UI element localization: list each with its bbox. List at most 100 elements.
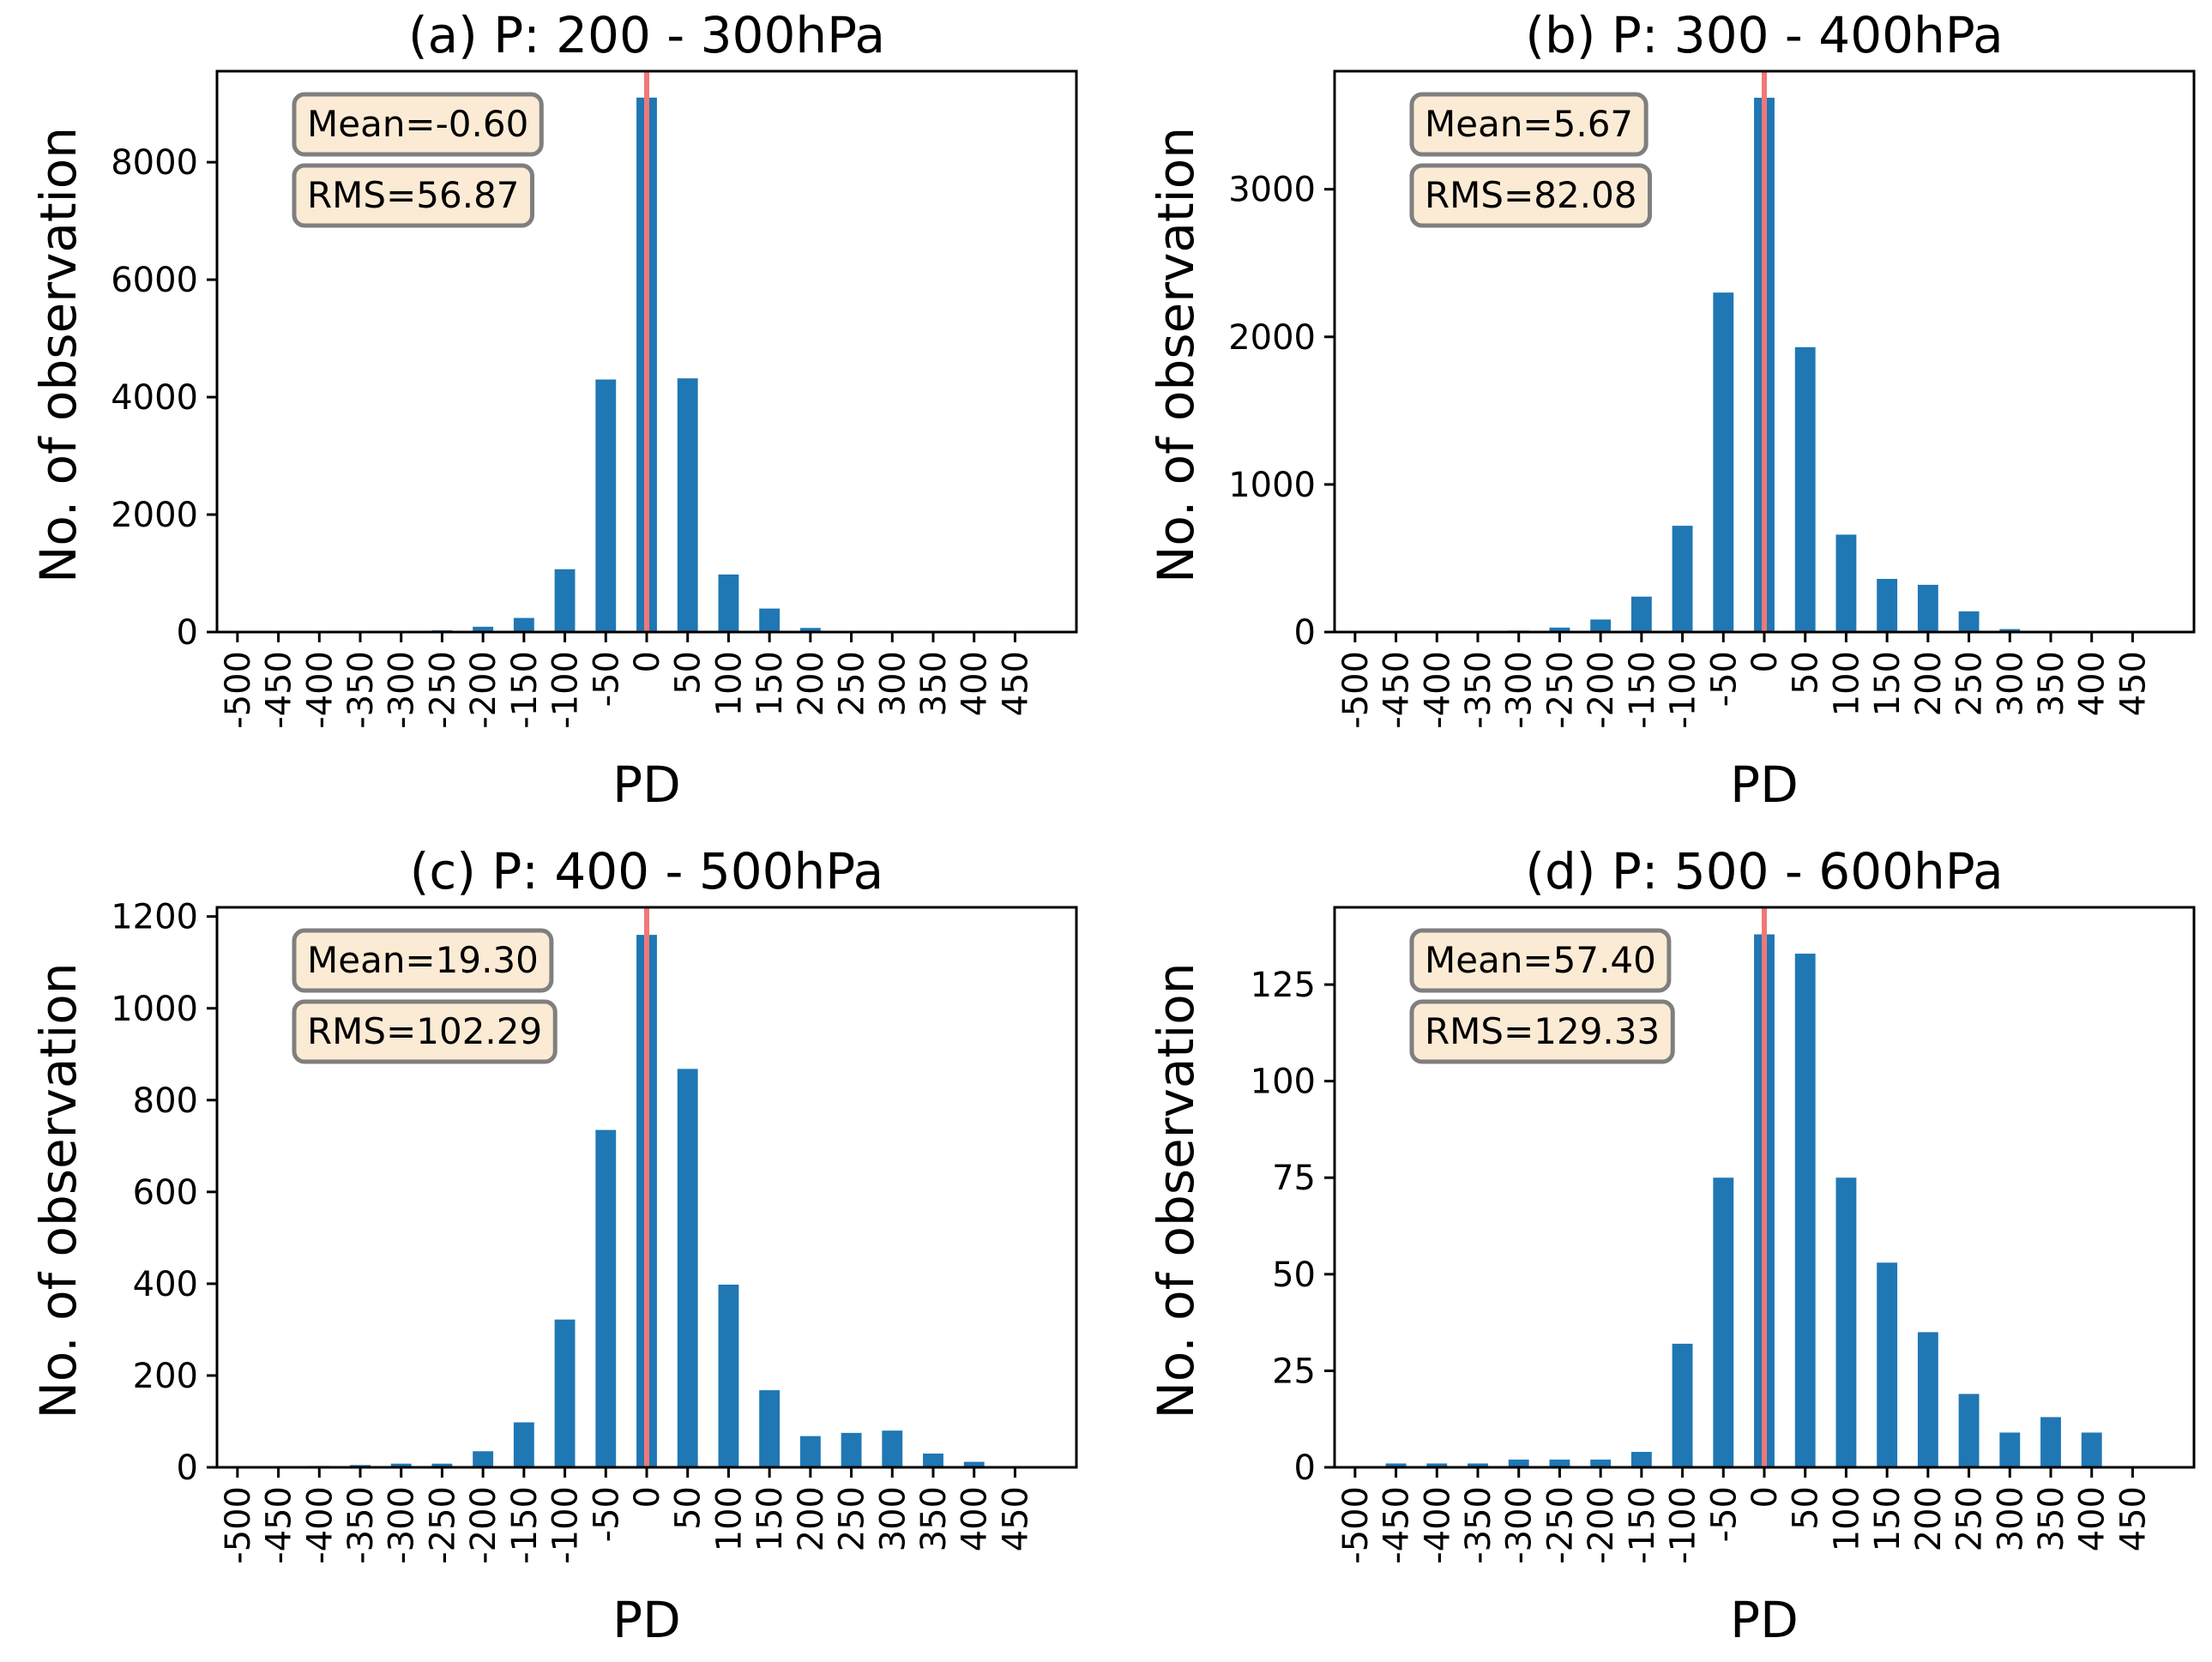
x-axis-label-a: PD	[612, 756, 681, 814]
x-tick-label-c-12: 100	[709, 1486, 749, 1551]
bar-d-13	[1877, 1262, 1898, 1467]
x-tick-label-b-0: -500	[1336, 651, 1376, 729]
bar-b-7	[1630, 596, 1652, 632]
rms-box-c	[292, 999, 558, 1064]
y-tick-label-c-2: 400	[133, 1265, 198, 1304]
y-tick-label-d-4: 100	[1251, 1063, 1316, 1102]
y-axis-label-a: No. of observation	[29, 127, 87, 583]
bar-b-16	[1999, 629, 2021, 632]
x-tick-label-a-0: -500	[219, 651, 258, 729]
bar-d-9	[1713, 1177, 1734, 1467]
x-tick-label-c-2: -400	[300, 1486, 340, 1564]
x-tick-label-c-9: -50	[587, 1486, 626, 1542]
x-tick-label-b-1: -450	[1377, 651, 1417, 729]
x-tick-label-b-12: 100	[1827, 651, 1866, 716]
y-axis-label-b: No. of observation	[1147, 127, 1205, 583]
x-tick-label-d-10: 0	[1745, 1486, 1785, 1508]
y-tick-label-d-2: 50	[1272, 1256, 1316, 1295]
mean-value-b: Mean=5.67	[1425, 103, 1633, 145]
bar-a-13	[759, 608, 781, 632]
bar-a-11	[677, 378, 698, 632]
bar-c-16	[882, 1430, 903, 1467]
x-tick-label-b-3: -350	[1459, 651, 1498, 729]
bar-a-12	[718, 574, 739, 632]
y-tick-label-b-2: 2000	[1228, 318, 1316, 358]
y-tick-label-a-4: 8000	[111, 143, 198, 183]
y-tick-label-d-1: 25	[1272, 1352, 1316, 1391]
x-tick-label-a-14: 200	[792, 651, 831, 716]
x-tick-label-d-17: 350	[2032, 1486, 2071, 1551]
x-tick-label-b-13: 150	[1868, 651, 1908, 716]
x-tick-label-d-19: 450	[2113, 1486, 2153, 1551]
chart-title-b: (b) P: 300 - 400hPa	[1525, 6, 2003, 64]
x-tick-label-d-4: -300	[1500, 1486, 1540, 1564]
x-tick-label-b-18: 400	[2073, 651, 2113, 716]
bar-b-14	[1917, 584, 1938, 632]
rms-value-a: RMS=56.87	[307, 174, 520, 216]
x-tick-label-c-13: 150	[750, 1486, 790, 1551]
x-tick-label-b-11: 50	[1787, 651, 1826, 695]
bar-c-14	[799, 1436, 821, 1467]
y-axis-label-c: No. of observation	[29, 962, 87, 1418]
bar-c-13	[759, 1390, 781, 1467]
x-tick-label-d-8: -100	[1664, 1486, 1703, 1564]
x-tick-label-d-18: 400	[2073, 1486, 2113, 1551]
chart-title-a: (a) P: 200 - 300hPa	[408, 6, 885, 64]
bar-b-15	[1958, 611, 1980, 632]
x-tick-label-d-15: 250	[1950, 1486, 1990, 1551]
x-tick-label-a-13: 150	[750, 651, 790, 716]
x-tick-label-a-12: 100	[709, 651, 749, 716]
x-tick-label-b-19: 450	[2113, 651, 2153, 716]
x-tick-label-a-6: -200	[464, 651, 503, 729]
x-tick-label-c-19: 450	[996, 1486, 1035, 1551]
bar-d-4	[1508, 1459, 1529, 1467]
panel-c: (c) P: 400 - 500hPa020040060080010001200…	[29, 842, 1078, 1649]
x-tick-label-c-7: -150	[505, 1486, 545, 1564]
x-tick-label-c-10: 0	[628, 1486, 667, 1508]
y-tick-label-a-1: 2000	[111, 496, 198, 535]
x-tick-label-a-18: 400	[955, 651, 995, 716]
x-tick-label-b-9: -50	[1704, 651, 1744, 707]
x-tick-label-c-14: 200	[792, 1486, 831, 1551]
x-tick-label-b-6: -200	[1582, 651, 1621, 729]
y-tick-label-c-5: 1000	[111, 990, 198, 1029]
rms-value-c: RMS=102.29	[307, 1010, 542, 1052]
rms-value-d: RMS=129.33	[1425, 1010, 1660, 1052]
bar-c-6	[473, 1451, 494, 1467]
bar-c-18	[963, 1461, 985, 1467]
x-tick-label-d-5: -250	[1540, 1486, 1580, 1564]
x-tick-label-c-15: 250	[833, 1486, 872, 1551]
x-tick-label-c-3: -350	[341, 1486, 381, 1564]
x-axis-label-c: PD	[612, 1591, 681, 1649]
x-tick-label-c-18: 400	[955, 1486, 995, 1551]
x-tick-label-b-8: -100	[1664, 651, 1703, 729]
bar-b-12	[1835, 534, 1857, 632]
x-tick-label-c-6: -200	[464, 1486, 503, 1564]
bar-d-8	[1672, 1343, 1693, 1467]
bar-d-17	[2040, 1417, 2061, 1467]
x-tick-label-c-1: -450	[260, 1486, 299, 1564]
y-tick-label-b-3: 3000	[1228, 171, 1316, 210]
x-tick-label-a-15: 250	[833, 651, 872, 716]
bar-c-12	[718, 1284, 739, 1467]
y-tick-label-d-0: 0	[1294, 1448, 1316, 1488]
rms-box-b	[1409, 163, 1653, 228]
mean-box-c	[292, 928, 554, 993]
x-tick-label-a-7: -150	[505, 651, 545, 729]
bar-c-17	[923, 1453, 943, 1467]
mean-value-d: Mean=57.40	[1425, 939, 1656, 981]
mean-box-a	[292, 92, 544, 157]
x-tick-label-b-14: 200	[1909, 651, 1949, 716]
x-tick-label-c-4: -300	[383, 1486, 422, 1564]
x-tick-label-a-10: 0	[628, 651, 667, 672]
mean-value-a: Mean=-0.60	[307, 103, 528, 145]
y-tick-label-d-3: 75	[1272, 1159, 1316, 1198]
y-tick-label-c-0: 0	[177, 1448, 198, 1488]
x-tick-label-d-3: -350	[1459, 1486, 1498, 1564]
bar-d-2	[1426, 1463, 1448, 1467]
bar-b-8	[1672, 526, 1693, 632]
x-tick-label-b-2: -400	[1418, 651, 1457, 729]
bar-a-7	[513, 617, 534, 632]
y-tick-label-a-2: 4000	[111, 378, 198, 418]
